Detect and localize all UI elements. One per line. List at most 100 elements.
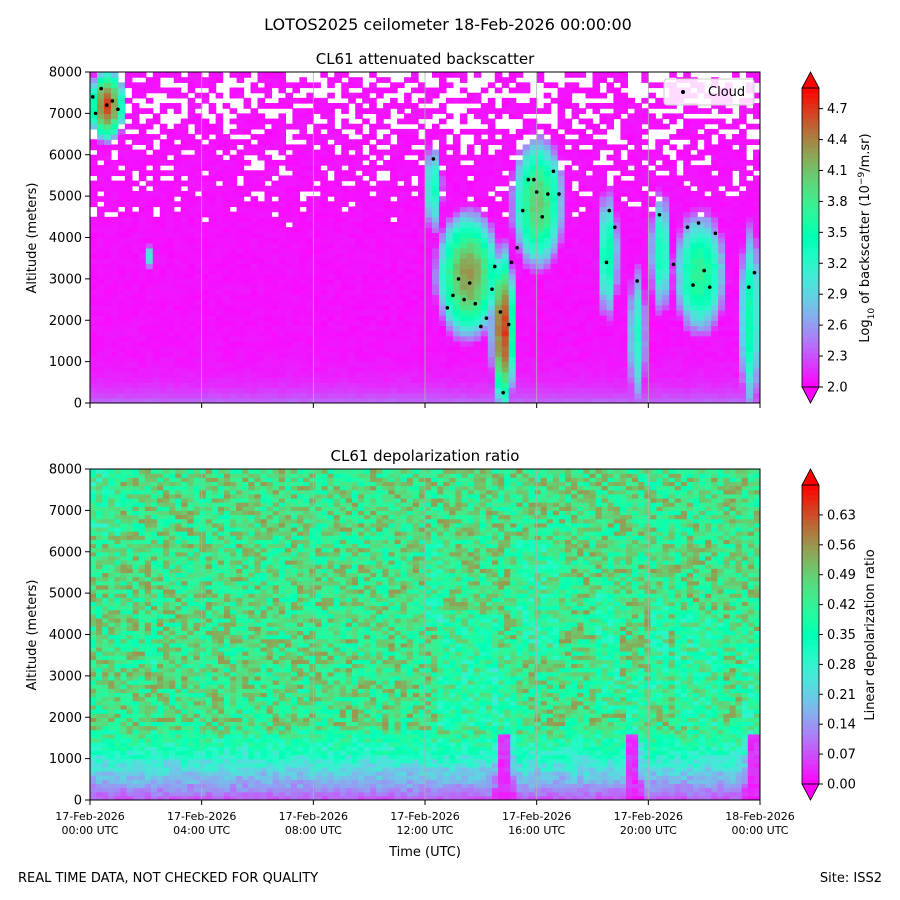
backscatter-cell <box>397 190 405 197</box>
backscatter-cell <box>348 211 356 218</box>
backscatter-cell <box>110 242 119 249</box>
backscatter-cell <box>515 108 524 114</box>
backscatter-cell <box>376 268 384 275</box>
backscatter-cell <box>494 377 503 383</box>
backscatter-cell <box>592 247 601 254</box>
backscatter-cell <box>313 284 321 290</box>
backscatter-cell <box>501 335 510 342</box>
backscatter-cell <box>362 242 370 249</box>
backscatter-cell <box>459 201 468 208</box>
backscatter-cell <box>550 128 559 135</box>
backscatter-cell <box>306 180 314 187</box>
backscatter-cell <box>522 118 531 125</box>
backscatter-cell <box>592 180 601 187</box>
backscatter-cell <box>557 196 566 202</box>
backscatter-cell <box>341 108 349 114</box>
backscatter-cell <box>376 309 384 316</box>
backscatter-cell <box>571 72 580 78</box>
backscatter-cell <box>669 237 677 244</box>
backscatter-cell <box>404 113 412 120</box>
backscatter-cell <box>110 196 119 202</box>
backscatter-cell <box>711 351 719 358</box>
backscatter-cell <box>397 170 405 177</box>
backscatter-cell <box>236 387 245 394</box>
backscatter-cell <box>431 289 440 295</box>
backscatter-cell <box>243 273 252 280</box>
backscatter-cell <box>536 351 545 358</box>
backscatter-cell <box>236 273 245 280</box>
backscatter-cell <box>411 289 419 295</box>
backscatter-cell <box>320 320 328 327</box>
backscatter-cell <box>501 278 510 285</box>
backscatter-cell <box>683 309 691 316</box>
backscatter-cell <box>90 216 98 223</box>
backscatter-cell <box>166 289 175 295</box>
backscatter-cell <box>487 330 496 337</box>
backscatter-cell <box>264 309 273 316</box>
backscatter-cell <box>697 377 705 383</box>
backscatter-cell <box>627 170 635 177</box>
backscatter-cell <box>397 82 405 89</box>
backscatter-cell <box>117 268 126 275</box>
backscatter-cell <box>173 289 182 295</box>
backscatter-cell <box>110 392 119 399</box>
backscatter-cell <box>215 232 224 239</box>
backscatter-cell <box>313 397 321 403</box>
backscatter-cell <box>620 335 628 342</box>
backscatter-cell <box>592 273 601 280</box>
backscatter-cell <box>662 366 670 373</box>
backscatter-cell <box>529 284 538 290</box>
backscatter-cell <box>697 108 705 114</box>
backscatter-cell <box>327 382 335 389</box>
backscatter-cell <box>131 366 140 373</box>
backscatter-cell <box>194 356 203 363</box>
backscatter-cell <box>138 247 147 254</box>
backscatter-cell <box>348 247 356 254</box>
backscatter-cell <box>592 284 601 290</box>
backscatter-cell <box>404 335 412 342</box>
backscatter-cell <box>152 196 161 202</box>
backscatter-cell <box>697 242 705 249</box>
backscatter-cell <box>425 253 433 259</box>
backscatter-cell <box>110 113 119 120</box>
backscatter-cell <box>522 185 531 192</box>
backscatter-cell <box>536 289 545 295</box>
backscatter-cell <box>138 304 147 311</box>
backscatter-cell <box>585 309 594 316</box>
backscatter-cell <box>613 72 622 78</box>
backscatter-cell <box>383 237 391 244</box>
backscatter-cell <box>215 377 224 383</box>
backscatter-cell <box>494 149 503 156</box>
backscatter-cell <box>697 366 705 373</box>
backscatter-cell <box>334 304 342 311</box>
backscatter-cell <box>348 221 356 228</box>
backscatter-cell <box>515 299 524 306</box>
backscatter-cell <box>369 320 377 327</box>
backscatter-cell <box>431 165 440 171</box>
backscatter-cell <box>487 232 496 239</box>
backscatter-cell <box>543 159 552 166</box>
backscatter-cell <box>452 206 461 213</box>
backscatter-cell <box>411 361 419 368</box>
backscatter-cell <box>522 211 531 218</box>
backscatter-cell <box>438 103 447 109</box>
backscatter-cell <box>459 97 468 104</box>
backscatter-cell <box>292 242 300 249</box>
backscatter-cell <box>641 340 649 347</box>
backscatter-cell <box>299 247 307 254</box>
backscatter-cell <box>704 139 712 145</box>
backscatter-cell <box>676 299 684 306</box>
backscatter-cell <box>418 211 426 218</box>
backscatter-cell <box>243 356 252 363</box>
backscatter-cell <box>522 392 531 399</box>
backscatter-cell <box>690 253 698 259</box>
backscatter-cell <box>299 108 307 114</box>
backscatter-cell <box>397 263 405 270</box>
backscatter-cell <box>418 351 426 358</box>
backscatter-cell <box>145 118 154 125</box>
backscatter-cell <box>592 227 601 233</box>
backscatter-cell <box>117 320 126 327</box>
backscatter-cell <box>627 387 635 394</box>
backscatter-cell <box>103 315 112 321</box>
backscatter-cell <box>613 325 622 332</box>
